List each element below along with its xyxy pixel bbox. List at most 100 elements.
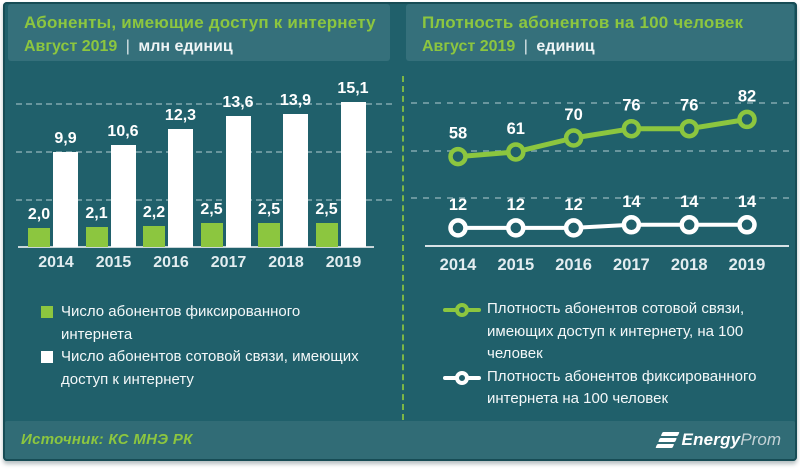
line-point-marker	[737, 215, 757, 235]
point-value-label: 12	[449, 196, 467, 214]
line-point-marker	[506, 142, 526, 162]
gridline	[16, 151, 392, 153]
green-square-swatch-icon	[41, 306, 53, 318]
x-axis-tick-label: 2014	[440, 256, 478, 274]
line-point-marker	[679, 118, 699, 139]
bar-fixed-internet	[143, 225, 165, 247]
bar-cellular	[283, 113, 308, 247]
x-axis-tick-label: 2018	[671, 256, 708, 274]
energyprom-bars-icon	[654, 430, 680, 450]
point-value-label: 70	[564, 106, 582, 124]
bar-cellular	[110, 145, 136, 247]
legend-label: Число абонентов сотовой связи, имеющих д…	[61, 348, 359, 388]
point-value-label: 12	[507, 196, 525, 214]
right-chart-units: единиц	[536, 37, 595, 55]
bar-value-label: 10,6	[107, 123, 139, 141]
x-axis-tick-label: 2017	[210, 254, 247, 271]
x-axis-tick-label: 2018	[268, 254, 304, 271]
line-point-marker	[737, 109, 757, 130]
line-point-marker	[506, 218, 526, 238]
bar-fixed-internet	[85, 226, 108, 247]
left-chart-legend: Число абонентов фиксированного интернета…	[41, 301, 373, 391]
point-value-label: 76	[680, 97, 698, 115]
x-axis-tick-label: 2019	[325, 254, 362, 271]
line-point-marker	[448, 146, 468, 167]
x-axis-tick-label: 2016	[555, 256, 592, 274]
bar-cellular	[168, 128, 193, 247]
right-chart-period: Август 2019	[422, 37, 516, 55]
bar-fixed-internet	[315, 223, 338, 247]
bar-value-label: 2,1	[85, 204, 108, 222]
x-axis-tick-label: 2015	[497, 256, 534, 274]
left-chart-subtitle: Август 2019 | млн единиц	[24, 36, 380, 58]
bar-cellular	[340, 102, 366, 247]
bar-value-label: 9,9	[54, 129, 77, 147]
point-value-label: 76	[622, 97, 640, 115]
bar-value-label: 2,5	[200, 201, 223, 218]
energyprom-logo: EnergyProm	[654, 421, 781, 459]
legend-label: Плотность абонентов фиксированного интер…	[487, 367, 757, 408]
point-value-label: 14	[738, 193, 757, 211]
legend-label: Число абонентов фиксированного интернета	[61, 303, 301, 343]
left-chart-units: млн единиц	[138, 37, 233, 55]
footer-bar: Источник: КС МНЭ РК EnergyProm	[5, 421, 795, 459]
bar-value-label: 12,3	[164, 106, 197, 124]
legend-item-fixed-internet: Число абонентов фиксированного интернета	[41, 301, 373, 346]
bar-fixed-internet	[28, 227, 50, 247]
x-axis-tick-label: 2016	[153, 254, 189, 271]
energyprom-logo-text: EnergyProm	[681, 430, 781, 449]
line-point-marker	[448, 218, 468, 238]
line-point-marker	[621, 215, 642, 235]
left-chart-title: Абоненты, имеющие доступ к интернету	[24, 13, 376, 32]
legend-label: Плотность абонентов сотовой связи, имеющ…	[487, 300, 745, 362]
panel-divider-dashed-line	[402, 76, 404, 420]
right-chart-legend: Плотность абонентов сотовой связи, имеющ…	[443, 298, 785, 411]
white-square-swatch-icon	[41, 351, 53, 363]
line-point-marker	[563, 218, 584, 238]
legend-item-cellular: Число абонентов сотовой связи, имеющих д…	[41, 346, 373, 391]
bar-cellular	[225, 116, 251, 247]
bar-value-label: 2,5	[315, 201, 338, 218]
bar-value-label: 15,1	[337, 80, 369, 98]
left-chart-header: Абоненты, имеющие доступ к интернету Авг…	[8, 4, 390, 61]
x-axis-tick-label: 2015	[95, 254, 132, 271]
left-chart-separator: |	[125, 37, 130, 55]
legend-item-fixed-density: Плотность абонентов фиксированного интер…	[443, 366, 785, 411]
x-axis-tick-label: 2017	[613, 256, 650, 274]
infographic-panel: Абоненты, имеющие доступ к интернету Авг…	[3, 2, 797, 461]
point-value-label: 12	[564, 196, 582, 214]
green-line-marker-icon	[443, 303, 481, 317]
point-value-label: 61	[507, 120, 525, 138]
bar-fixed-internet	[258, 223, 280, 247]
gridline	[16, 199, 392, 201]
bar-fixed-internet	[200, 223, 223, 247]
right-chart-separator: |	[523, 37, 528, 55]
bar-value-label: 13,9	[279, 91, 312, 109]
subscribers-bar-chart: 2,0 9,9 2014 2,1 10,6 2015 2,2 12,3 2016 2,5 13,6 2…	[8, 62, 400, 277]
bar-value-label: 2,0	[27, 205, 51, 223]
bar-value-label: 13,6	[222, 94, 254, 112]
right-chart-header: Плотность абонентов на 100 человек Авгус…	[406, 4, 794, 61]
point-value-label: 82	[738, 87, 756, 105]
source-label: Источник: КС МНЭ РК	[21, 431, 193, 448]
left-chart-period: Август 2019	[24, 37, 118, 55]
point-value-label: 14	[622, 193, 641, 211]
bar-value-label: 2,2	[142, 203, 166, 221]
bar-value-label: 2,5	[257, 201, 281, 218]
line-point-marker	[563, 128, 584, 148]
x-axis-line	[18, 246, 374, 248]
x-axis-tick-label: 2019	[729, 256, 766, 274]
right-chart-subtitle: Август 2019 | единиц	[422, 36, 784, 58]
point-value-label: 14	[680, 193, 699, 211]
gridline	[16, 103, 392, 105]
white-line-marker-icon	[443, 370, 481, 385]
bar-cellular	[53, 151, 78, 247]
x-axis-tick-label: 2014	[38, 254, 74, 271]
line-point-marker	[621, 118, 642, 139]
point-value-label: 58	[449, 125, 467, 143]
density-line	[456, 222, 749, 230]
right-chart-title: Плотность абонентов на 100 человек	[422, 13, 744, 32]
line-point-marker	[679, 215, 699, 235]
legend-item-cellular-density: Плотность абонентов сотовой связи, имеющ…	[443, 298, 785, 366]
